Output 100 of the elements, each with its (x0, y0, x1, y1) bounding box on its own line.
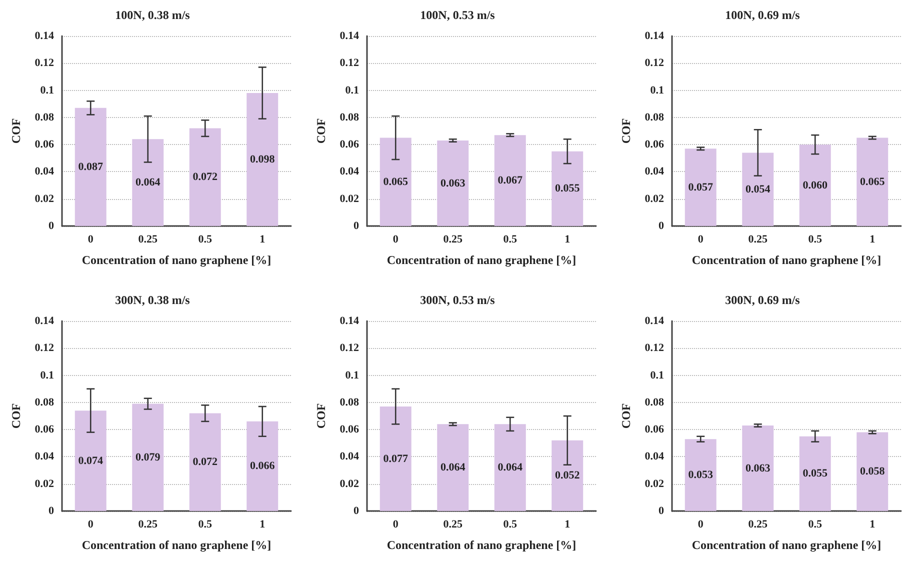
y-tick-label: 0.02 (340, 477, 360, 490)
y-tick-label: 0.06 (340, 138, 360, 151)
bar (856, 432, 888, 510)
data-label: 0.087 (78, 160, 104, 173)
x-tick-label: 1 (870, 234, 876, 246)
x-tick-label: 0 (88, 234, 94, 246)
x-tick-label: 1 (870, 518, 876, 530)
y-tick-label: 0 (354, 220, 360, 232)
y-axis-title: COF (619, 118, 633, 144)
x-tick-label: 0 (392, 518, 399, 530)
y-tick-label: 0.02 (644, 192, 664, 205)
y-tick-label: 0.12 (644, 342, 664, 354)
bar (132, 403, 164, 510)
bar (189, 412, 221, 510)
y-tick-label: 0.12 (34, 342, 54, 354)
x-tick-label: 1 (260, 518, 266, 530)
y-tick-label: 0.12 (340, 342, 360, 354)
y-tick-label: 0.04 (340, 450, 360, 462)
x-axis-title: Concentration of nano graphene [%] (82, 253, 272, 267)
y-tick-label: 0.02 (34, 192, 54, 205)
y-tick-label: 0.1 (650, 368, 664, 381)
y-axis-title: COF (9, 118, 23, 144)
y-tick-label: 0.14 (644, 30, 664, 42)
data-label: 0.079 (136, 450, 161, 463)
y-tick-label: 0 (48, 504, 54, 516)
chart-title: 300N, 0.53 m/s (420, 292, 496, 306)
y-tick-label: 0.08 (34, 396, 54, 408)
y-tick-label: 0.08 (644, 396, 664, 408)
data-label: 0.054 (746, 183, 771, 196)
y-tick-label: 0 (658, 504, 664, 516)
bar (132, 139, 164, 226)
bar (380, 138, 412, 226)
bar (742, 425, 774, 510)
y-tick-label: 0.1 (345, 368, 359, 381)
x-tick-label: 0 (698, 234, 704, 246)
x-axis-title: Concentration of nano graphene [%] (692, 538, 882, 552)
y-tick-label: 0 (48, 220, 54, 232)
y-tick-label: 0.1 (40, 368, 54, 381)
x-axis-title: Concentration of nano graphene [%] (386, 253, 576, 267)
data-label: 0.064 (498, 461, 523, 474)
data-label: 0.063 (440, 177, 466, 190)
data-label: 0.060 (802, 179, 828, 192)
y-tick-label: 0.1 (40, 84, 54, 96)
bar (494, 424, 526, 510)
x-tick-label: 0 (392, 234, 399, 246)
y-tick-label: 0.06 (644, 138, 664, 151)
data-label: 0.072 (192, 171, 218, 184)
y-tick-label: 0.08 (340, 396, 360, 408)
bar (74, 410, 106, 510)
y-axis-title: COF (9, 402, 23, 428)
x-tick-label: 0.5 (198, 518, 212, 530)
x-tick-label: 0 (88, 518, 94, 530)
bar (552, 440, 584, 510)
bar (380, 406, 412, 510)
x-axis-title: Concentration of nano graphene [%] (692, 253, 882, 267)
bar (189, 128, 221, 226)
data-label: 0.072 (192, 456, 218, 468)
y-axis-title: COF (314, 118, 328, 144)
bar (742, 152, 774, 226)
y-tick-label: 0.02 (34, 477, 54, 490)
data-label: 0.065 (383, 176, 408, 188)
y-tick-label: 0.04 (340, 166, 360, 178)
y-tick-label: 0.04 (34, 166, 54, 178)
bar (74, 108, 106, 226)
y-tick-label: 0.14 (340, 30, 360, 42)
data-label: 0.055 (802, 467, 828, 480)
x-tick-label: 0.5 (198, 234, 212, 246)
data-label: 0.052 (555, 469, 580, 482)
y-tick-label: 0.08 (644, 111, 664, 124)
x-tick-label: 1 (260, 234, 266, 246)
y-tick-label: 0.1 (345, 84, 359, 96)
x-axis-title: Concentration of nano graphene [%] (82, 538, 272, 552)
data-label: 0.057 (688, 181, 714, 194)
bar (552, 151, 584, 226)
x-tick-label: 0.5 (503, 518, 518, 530)
chart-title: 100N, 0.69 m/s (725, 8, 800, 22)
chart-title: 300N, 0.69 m/s (725, 292, 800, 306)
x-tick-label: 0.25 (443, 518, 463, 530)
x-tick-label: 0.25 (138, 518, 158, 530)
data-label: 0.055 (555, 182, 580, 195)
bar (799, 144, 831, 226)
bar (494, 135, 526, 226)
y-tick-label: 0 (354, 504, 360, 516)
x-tick-label: 0.5 (808, 234, 822, 246)
data-label: 0.065 (860, 176, 886, 188)
y-tick-label: 0.1 (650, 84, 664, 96)
data-label: 0.063 (746, 462, 771, 474)
bar (437, 140, 469, 226)
y-tick-label: 0.08 (34, 111, 54, 124)
bar (246, 93, 278, 226)
y-tick-label: 0.06 (34, 138, 54, 151)
bar (246, 420, 278, 510)
x-tick-label: 0.25 (748, 234, 768, 246)
x-tick-label: 0.25 (443, 234, 463, 246)
data-label: 0.098 (250, 154, 276, 166)
bar (437, 424, 469, 510)
data-label: 0.066 (250, 460, 276, 472)
y-tick-label: 0.12 (644, 57, 664, 70)
y-tick-label: 0 (658, 220, 664, 232)
y-tick-label: 0.14 (340, 314, 360, 326)
